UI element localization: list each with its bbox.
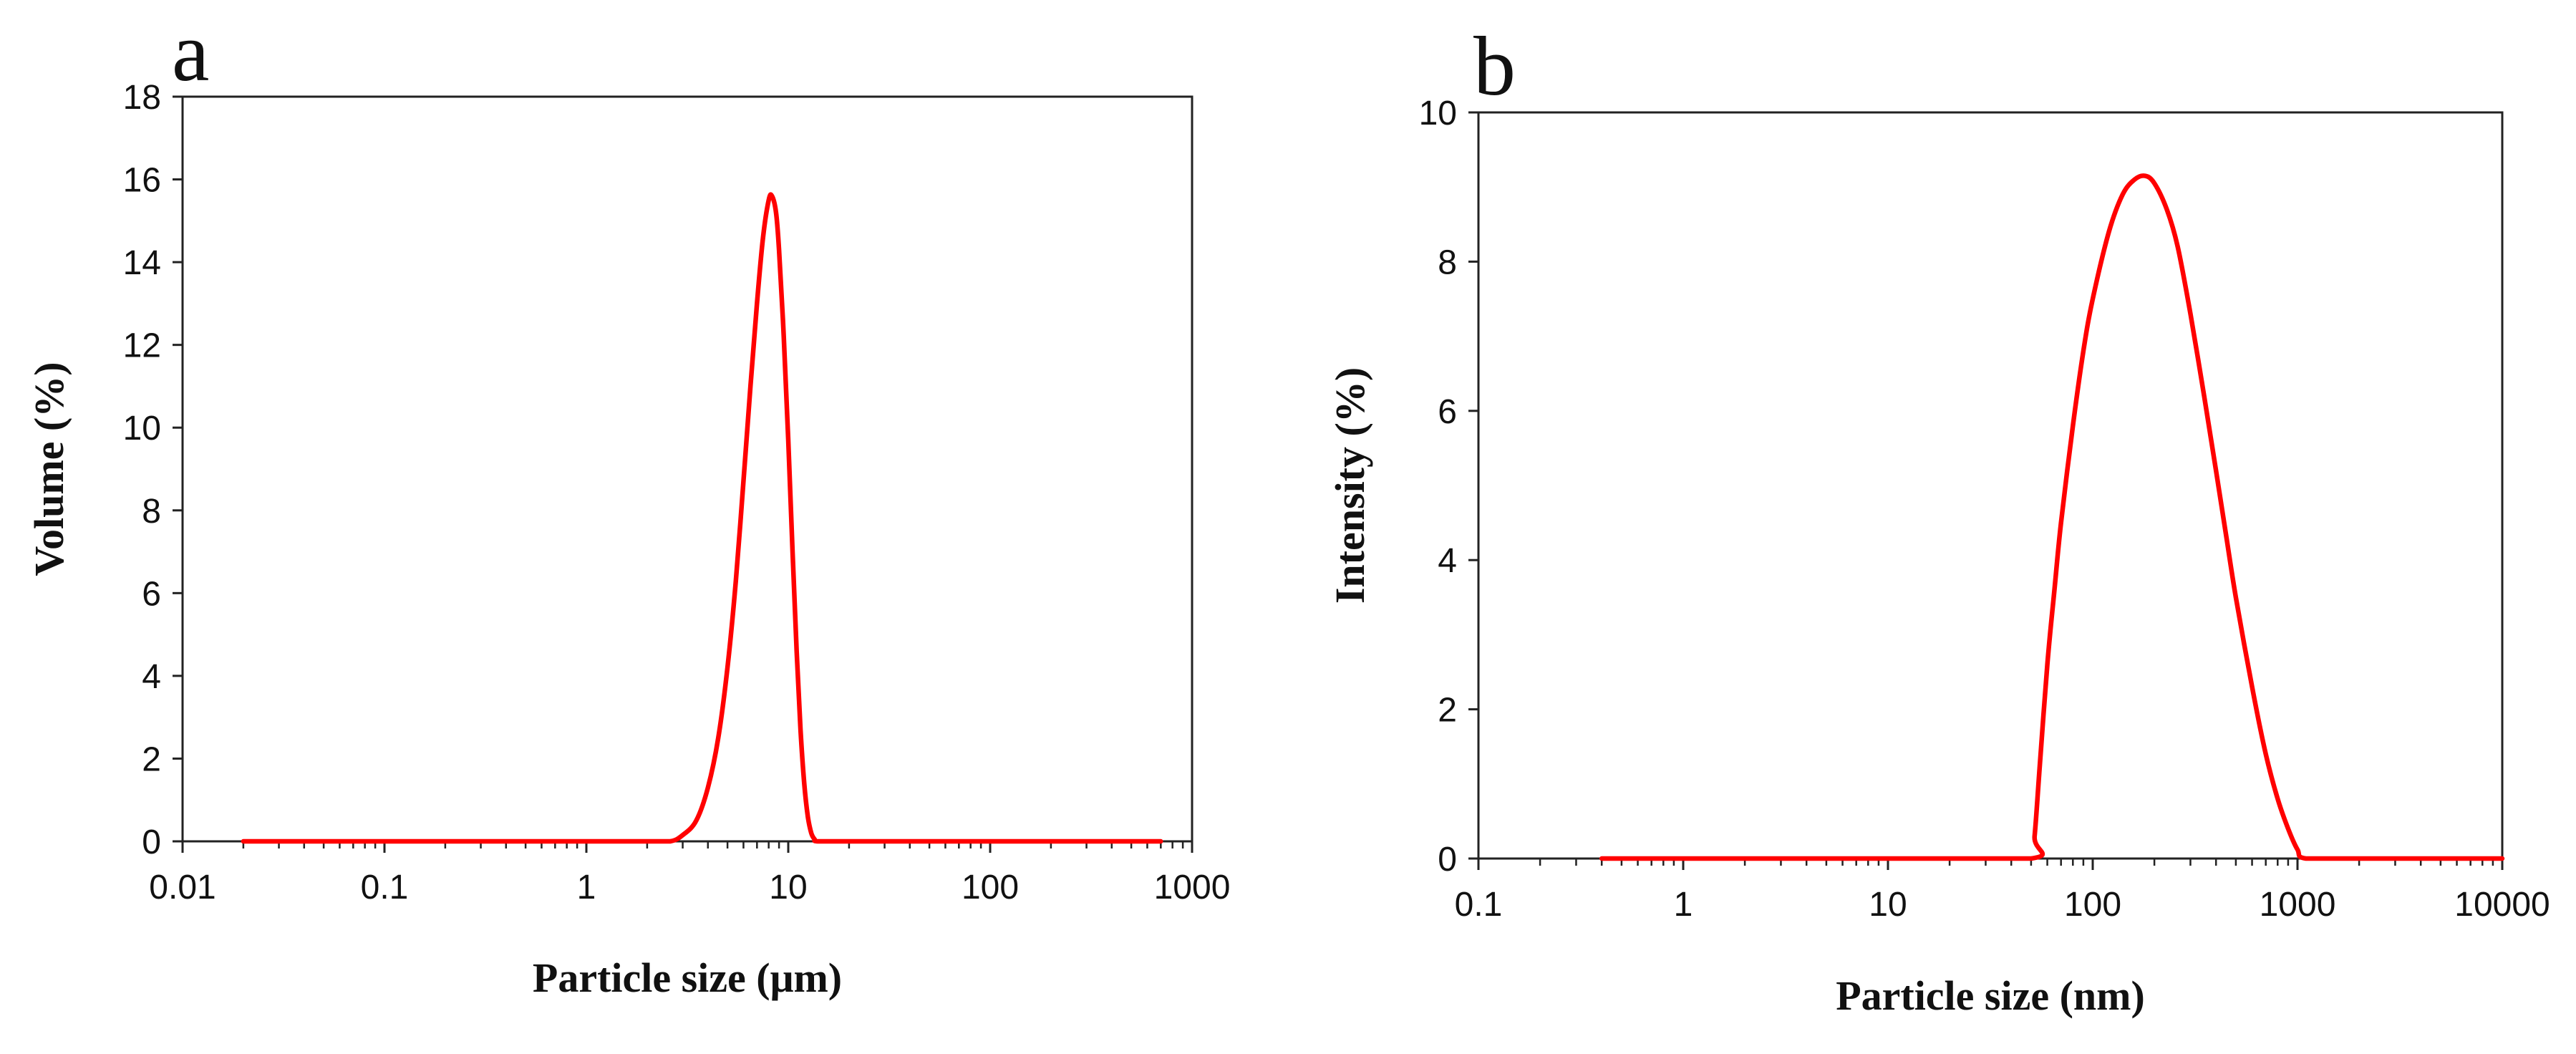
x-tick-label-b: 0.1 xyxy=(1455,886,1503,924)
data-point-b xyxy=(2122,194,2123,195)
data-point-b xyxy=(2166,209,2167,210)
y-axis-title-b: Intensity (%) xyxy=(1327,367,1373,604)
data-point-b xyxy=(2277,798,2278,799)
data-point-a xyxy=(750,386,751,387)
data-point-a xyxy=(804,783,805,784)
y-tick-label-b: 0 xyxy=(1438,841,1457,879)
data-point-b xyxy=(2216,470,2217,471)
x-tick-label-b: 10 xyxy=(1869,886,1907,924)
y-axis-a: 0 2 4 6 8 10 12 14 16 18 xyxy=(123,79,183,861)
data-point-a xyxy=(792,551,793,552)
data-point-a xyxy=(727,667,728,668)
y-tick-label-a: 6 xyxy=(142,575,161,613)
plot-frame-b xyxy=(1477,111,2504,860)
data-point-b xyxy=(2235,597,2236,598)
panel-label-b: b xyxy=(1473,19,1516,113)
data-point-a xyxy=(779,249,780,250)
panel-label-a: a xyxy=(172,5,209,99)
data-point-b xyxy=(2054,589,2055,590)
y-tick-label-b: 10 xyxy=(1419,95,1457,132)
y-tick-label-a: 16 xyxy=(123,162,161,200)
series-points-a xyxy=(243,195,1161,841)
y-tick-label-b: 6 xyxy=(1438,393,1457,431)
data-point-a xyxy=(814,839,815,840)
x-axis-b: 0.1 1 10 100 1000 10000 xyxy=(1455,859,2550,924)
data-point-a xyxy=(772,195,773,196)
x-tick-label-a: 100 xyxy=(962,869,1019,906)
x-tick-label-a: 1000 xyxy=(1154,869,1231,906)
x-tick-label-b: 100 xyxy=(2064,886,2121,924)
data-point-a xyxy=(682,835,683,836)
x-tick-label-a: 0.01 xyxy=(149,869,216,906)
x-axis-title-b: Particle size (nm) xyxy=(1836,972,2145,1019)
chart-a: a 0 2 4 6 8 10 12 14 16 18 0.01 0.1 1 10 100 1000 Part… xyxy=(26,5,1230,1001)
data-point-b xyxy=(2108,231,2109,232)
y-tick-label-b: 4 xyxy=(1438,542,1457,580)
data-point-b xyxy=(2226,537,2227,538)
data-point-a xyxy=(990,841,991,842)
data-point-a xyxy=(762,237,763,238)
y-tick-label-a: 2 xyxy=(142,740,161,778)
y-axis-b: 0 2 4 6 8 10 xyxy=(1419,95,1478,879)
data-point-a xyxy=(775,212,776,213)
data-point-a xyxy=(670,841,671,842)
y-tick-label-b: 2 xyxy=(1438,692,1457,730)
y-tick-label-a: 4 xyxy=(142,658,161,696)
y-tick-label-a: 10 xyxy=(123,410,161,448)
x-axis-title-a: Particle size (μm) xyxy=(533,954,842,1001)
plot-frame-a xyxy=(181,95,1193,843)
y-tick-label-a: 18 xyxy=(123,79,161,117)
data-point-b xyxy=(2145,175,2146,176)
x-tick-label-b: 10000 xyxy=(2454,886,2550,924)
y-tick-label-b: 8 xyxy=(1438,243,1457,281)
data-point-b xyxy=(2134,179,2135,180)
y-tick-label-a: 14 xyxy=(123,244,161,282)
series-points-b xyxy=(1602,175,2503,859)
data-point-b xyxy=(2047,664,2048,665)
data-point-a xyxy=(796,651,797,652)
data-point-b xyxy=(2039,768,2040,769)
data-point-b xyxy=(2177,246,2178,247)
series-line-a xyxy=(241,192,1163,844)
y-tick-label-a: 12 xyxy=(123,327,161,365)
y-axis-title-a: Volume (%) xyxy=(26,362,72,576)
y-tick-label-a: 0 xyxy=(142,823,161,861)
x-tick-label-a: 0.1 xyxy=(361,869,409,906)
y-tick-label-a: 8 xyxy=(142,493,161,531)
x-tick-label-b: 1 xyxy=(1674,886,1693,924)
x-tick-label-a: 1 xyxy=(577,869,596,906)
x-axis-a: 0.01 0.1 1 10 100 1000 xyxy=(149,841,1230,906)
data-point-a xyxy=(384,841,385,842)
x-tick-label-b: 1000 xyxy=(2260,886,2336,924)
data-point-a xyxy=(707,787,708,788)
data-point-b xyxy=(2265,754,2266,755)
chart-b: b 0 2 4 6 8 10 0.1 1 10 100 1000 10000 Particle si… xyxy=(1327,19,2550,1019)
data-point-a xyxy=(743,481,744,482)
data-point-b xyxy=(2287,828,2288,829)
series-line-b xyxy=(1599,173,2505,861)
x-tick-label-a: 10 xyxy=(769,869,807,906)
data-point-a xyxy=(848,841,849,842)
data-point-a xyxy=(586,841,587,842)
data-point-b xyxy=(2297,849,2298,850)
